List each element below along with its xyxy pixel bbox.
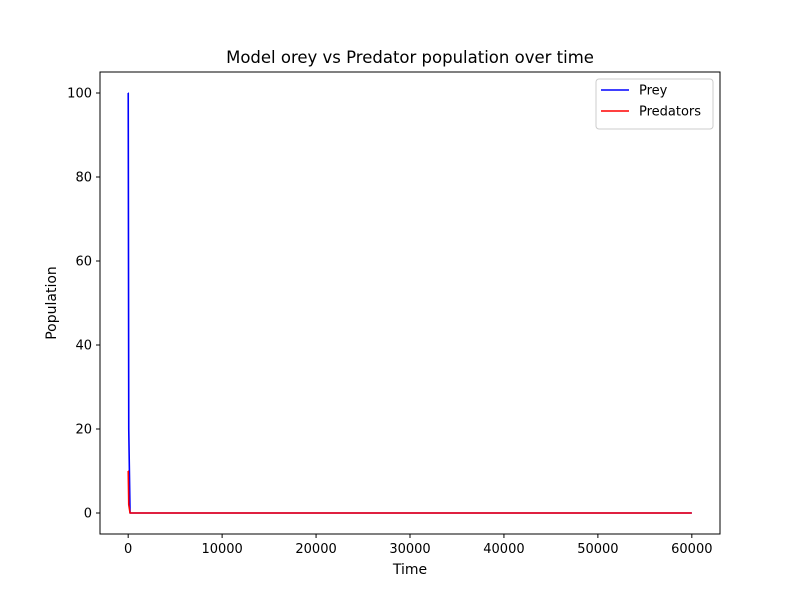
y-tick-label: 0 bbox=[84, 507, 92, 522]
x-tick-label: 20000 bbox=[295, 542, 336, 557]
x-tick-label: 50000 bbox=[577, 542, 618, 557]
plot-frame bbox=[99, 71, 721, 535]
series-line-predators bbox=[127, 470, 692, 514]
y-axis-label: Population bbox=[44, 266, 60, 340]
series-layer bbox=[127, 92, 692, 514]
x-tick-label: 30000 bbox=[389, 542, 430, 557]
y-tick-label: 80 bbox=[75, 171, 92, 186]
y-tick-label: 20 bbox=[75, 423, 92, 438]
legend-label-predators: Predators bbox=[639, 105, 701, 120]
x-tick-label: 40000 bbox=[483, 542, 524, 557]
y-tick-label: 60 bbox=[75, 255, 92, 270]
x-tick-label: 60000 bbox=[671, 542, 712, 557]
legend-label-prey: Prey bbox=[639, 84, 668, 99]
y-tick-label: 100 bbox=[67, 87, 92, 102]
x-tick-label: 10000 bbox=[201, 542, 242, 557]
y-tick-label: 40 bbox=[75, 339, 92, 354]
series-line-prey bbox=[127, 92, 692, 514]
legend-frame bbox=[595, 78, 714, 130]
x-tick-label: 0 bbox=[124, 542, 132, 557]
x-axis-label: Time bbox=[392, 562, 427, 578]
x-axis: 0 10000 20000 30000 40000 50000 60000 bbox=[124, 534, 712, 557]
chart-title: Model orey vs Predator population over t… bbox=[226, 48, 594, 67]
legend: Prey Predators bbox=[595, 78, 714, 130]
y-axis: 0 20 40 60 80 100 bbox=[67, 87, 100, 522]
